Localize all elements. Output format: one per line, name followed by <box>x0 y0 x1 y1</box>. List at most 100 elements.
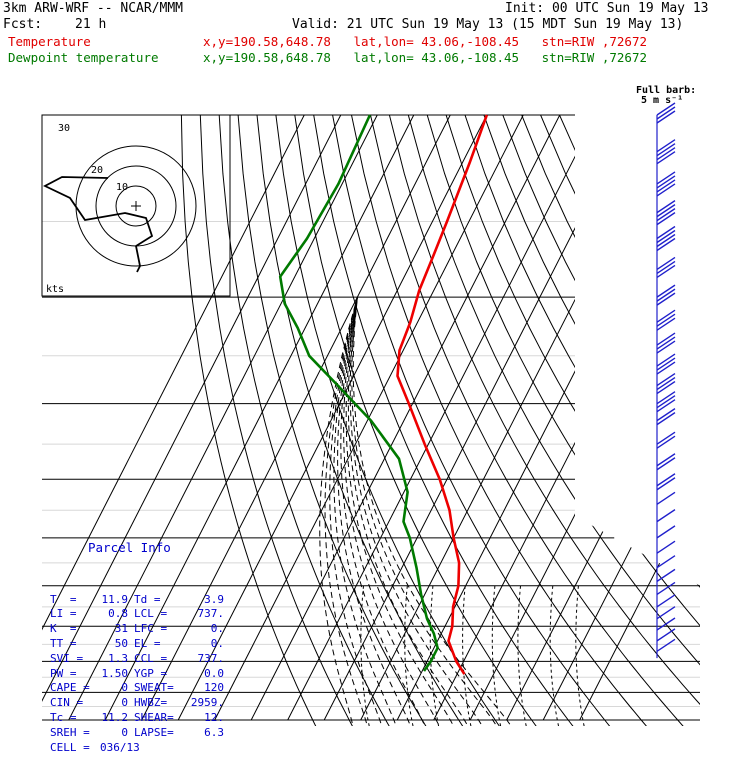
barb-flag <box>657 526 675 538</box>
wind-barb-770 <box>657 639 675 651</box>
wind-barb-440 <box>657 492 675 504</box>
hodograph-units: kts <box>46 284 64 295</box>
parcel-cell: SVI = <box>50 652 83 667</box>
dry-adiabat-340 <box>352 115 653 733</box>
parcel-cell: 0.0 <box>204 667 224 682</box>
parcel-cell: 31 <box>115 622 128 637</box>
parcel-cell: 2959. <box>191 696 224 711</box>
dry-adiabat-370 <box>408 115 740 733</box>
parcel-cell: CCL = <box>134 652 167 667</box>
parcel-cell: LCL = <box>134 607 167 622</box>
parcel-cell: 12. <box>204 711 224 726</box>
isotherm-30 <box>507 115 740 720</box>
parcel-cell: YGP = <box>134 667 167 682</box>
moist-adiabat--2 <box>330 297 384 733</box>
wind-barb-530 <box>657 541 675 553</box>
wind-barb-220 <box>657 310 675 330</box>
parcel-cell: 0. <box>211 622 224 637</box>
dry-adiabat-400 <box>465 115 740 733</box>
moist-adiabat--6 <box>325 297 369 733</box>
wind-barb-115 <box>657 140 675 164</box>
parcel-cell: 120 <box>204 681 224 696</box>
parcel-cell: EL = <box>134 637 161 652</box>
parcel-row: PW = 1.50 YGP = 0.0 <box>44 667 230 682</box>
hodograph-ring-label-20: 20 <box>91 165 103 176</box>
parcel-cell: 0 <box>121 726 128 741</box>
dewpoint-profile <box>280 115 437 671</box>
isotherm-40 <box>543 115 740 720</box>
mixing-ratio-8 <box>492 586 502 733</box>
isotherm-10 <box>434 115 740 720</box>
isotherm--20 <box>324 115 633 720</box>
parcel-cell: Tc = <box>50 711 77 726</box>
wind-barb-410 <box>657 474 675 490</box>
parcel-cell: SHEAR= <box>134 711 174 726</box>
barb-flag <box>657 595 675 607</box>
barb-flag <box>657 607 675 619</box>
parcel-cell: Td = <box>134 593 161 608</box>
dry-adiabat-420 <box>503 115 740 733</box>
parcel-cell: 11.9 <box>102 593 129 608</box>
parcel-cell: CELL = <box>50 741 90 756</box>
parcel-cell: PW = <box>50 667 77 682</box>
wind-barb-710 <box>657 618 675 630</box>
parcel-cell: 1.3 <box>108 652 128 667</box>
parcel-cell: 1.50 <box>102 667 129 682</box>
parcel-cell: 0.8 <box>108 607 128 622</box>
parcel-cell: 6.3 <box>204 726 224 741</box>
hodograph-ring-label-30: 30 <box>58 123 70 134</box>
wind-barb-740 <box>657 629 675 641</box>
parcel-cell: CAPE = <box>50 681 90 696</box>
parcel-cell: 0 <box>121 681 128 696</box>
parcel-cell: 036/13 <box>100 741 140 756</box>
dry-adiabat-430 <box>522 115 740 733</box>
parcel-row: SVI = 1.3 CCL = 737. <box>44 652 230 667</box>
parcel-cell: LFC = <box>134 622 167 637</box>
wind-barb-380 <box>657 454 675 470</box>
parcel-row: K = 31 LFC = 0. <box>44 622 230 637</box>
parcel-row: CIN = 0 HWBZ= 2959. <box>44 696 230 711</box>
parcel-cell: HWBZ= <box>134 696 167 711</box>
wind-barb-180 <box>657 257 675 277</box>
barb-flag <box>657 541 675 553</box>
parcel-cell: 0 <box>121 696 128 711</box>
barb-flag <box>657 556 675 568</box>
barb-legend-units: 5 m s⁻¹ <box>641 94 683 108</box>
parcel-cell: SWEAT= <box>134 681 174 696</box>
parcel-cell: CIN = <box>50 696 83 711</box>
parcel-cell: 737. <box>198 652 225 667</box>
isotherm--10 <box>361 115 670 720</box>
barb-flag <box>657 510 675 522</box>
wind-barb-680 <box>657 607 675 619</box>
parcel-cell: 737. <box>198 607 225 622</box>
parcel-info-title: Parcel Info <box>88 540 171 555</box>
parcel-cell: 50 <box>115 637 128 652</box>
hodograph-ring-label-10: 10 <box>116 182 128 193</box>
isotherm-0 <box>397 115 706 720</box>
parcel-cell: LI = <box>50 607 77 622</box>
parcel-cell: 3.9 <box>204 593 224 608</box>
wind-barb-240 <box>657 333 675 353</box>
barb-flag <box>657 492 675 504</box>
dry-adiabat-450 <box>560 115 740 733</box>
barb-flag <box>657 629 675 641</box>
wind-barb-160 <box>657 226 675 250</box>
temperature-profile <box>398 115 487 674</box>
dry-adiabat-390 <box>446 115 740 733</box>
parcel-row: CAPE = 0 SWEAT= 120 <box>44 681 230 696</box>
wind-barb-320 <box>657 409 675 425</box>
wind-barb-145 <box>657 201 675 225</box>
wind-barb-650 <box>657 595 675 607</box>
wind-barb-260 <box>657 354 675 374</box>
mixing-ratio-12 <box>518 586 528 733</box>
parcel-cell: K = <box>50 622 77 637</box>
isotherm-20 <box>470 115 740 720</box>
wind-barb-500 <box>657 526 675 538</box>
wind-barbs <box>657 103 675 658</box>
wind-barb-300 <box>657 392 675 412</box>
parcel-row: LI = 0.8 LCL = 737. <box>44 607 230 622</box>
wind-barb-350 <box>657 432 675 448</box>
